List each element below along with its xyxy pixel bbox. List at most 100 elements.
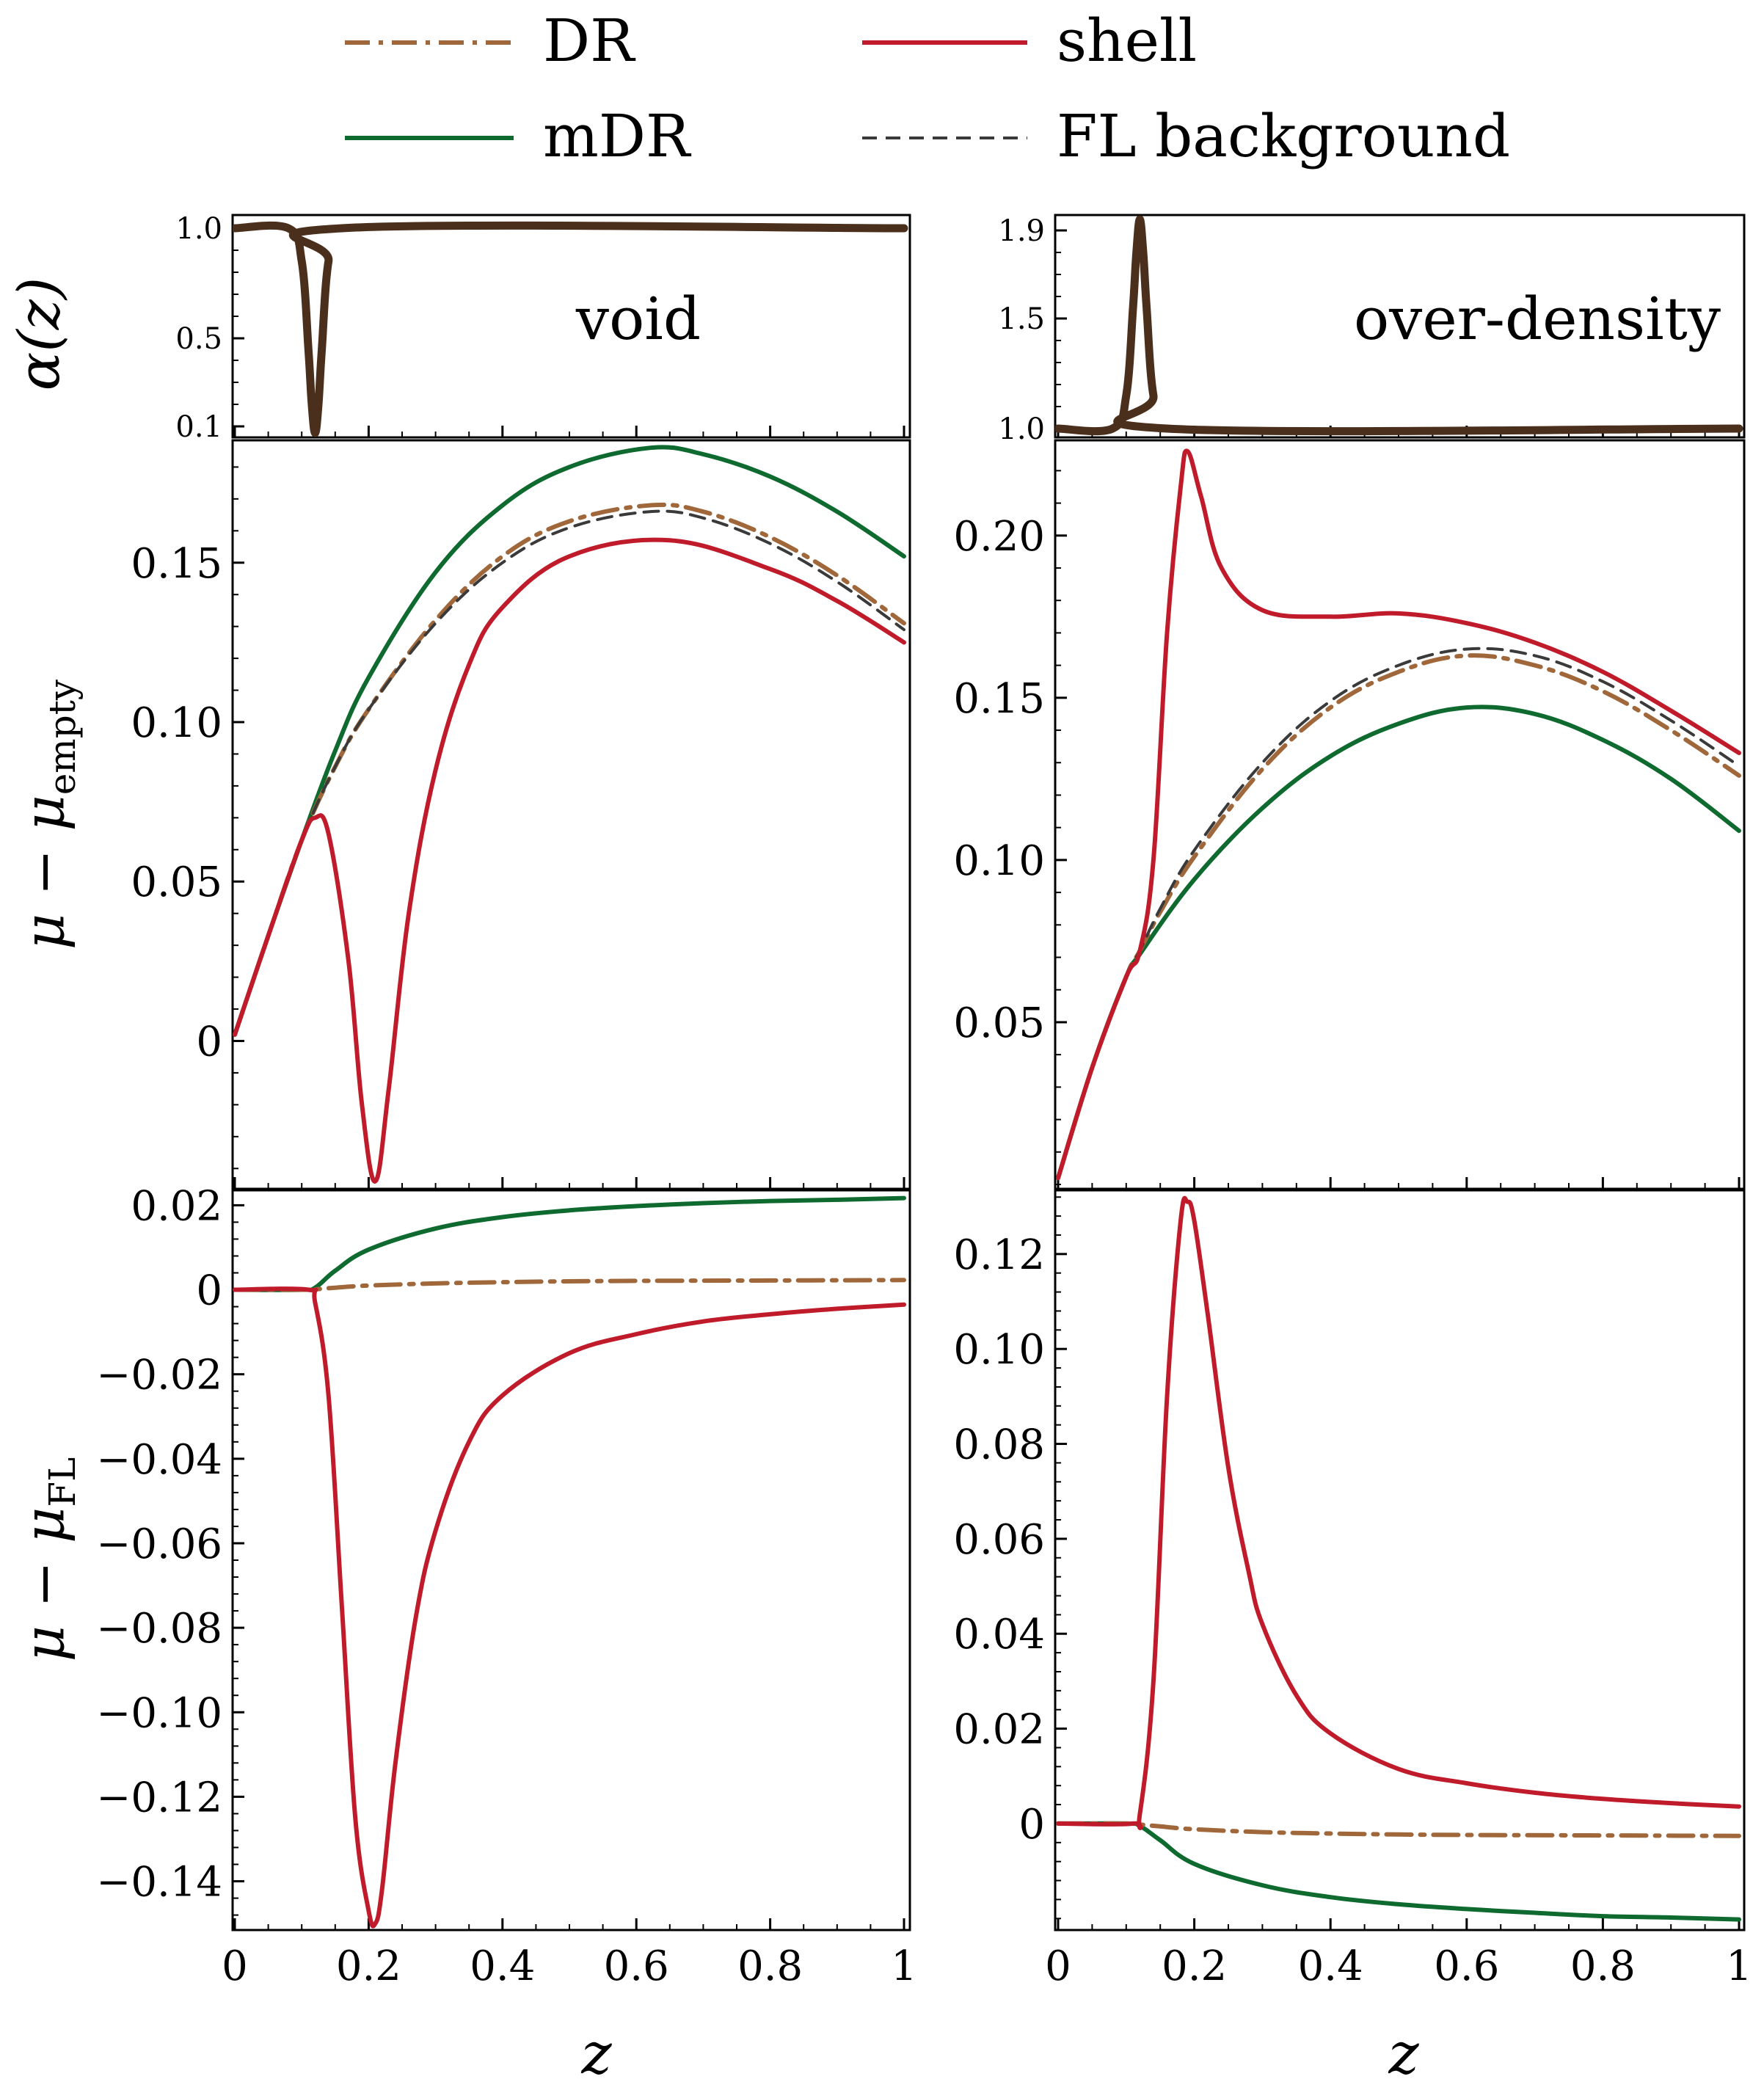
mu-empty-label-sub: empty — [41, 679, 84, 795]
svg-text:μ − μFL: μ − μFL — [11, 1457, 84, 1662]
x-tick-label: 1 — [1726, 1943, 1752, 1990]
y-tick-label: 0.20 — [953, 513, 1045, 561]
y-tick-label: 0.15 — [953, 675, 1045, 723]
series-mdr — [1056, 1821, 1741, 1922]
series-fl-background — [1057, 647, 1741, 1180]
y-tick-label: 1.0 — [998, 412, 1045, 446]
x-tick-label: 0.8 — [1570, 1943, 1636, 1990]
mu-fl-label-sub: FL — [41, 1457, 84, 1507]
y-tick-label: 1.9 — [998, 214, 1045, 248]
x-tick-label: 0.6 — [604, 1943, 669, 1990]
svg-text:μ − μempty: μ − μempty — [11, 679, 84, 950]
x-ticks — [233, 1177, 905, 1189]
x-tick-label: 0.2 — [1162, 1943, 1227, 1990]
panel-frame — [1054, 214, 1746, 439]
x-tick-label: 0 — [1045, 1943, 1071, 1990]
y-tick-label: −0.12 — [96, 1774, 222, 1821]
legend-entry-shell: shell — [862, 7, 1197, 75]
panel-frame — [1054, 1189, 1746, 1931]
x-tick-label: 0.6 — [1434, 1943, 1499, 1990]
y-ticks: 0.05 0.10 0.15 0.20 — [953, 470, 1067, 1185]
y-tick-label: 0.12 — [953, 1231, 1045, 1279]
y-tick-label: 0.10 — [131, 699, 222, 747]
mu-fl-row-label: μ − μFL — [11, 1457, 84, 1662]
series-dr — [1056, 1821, 1741, 1838]
y-ticks: 0.1 0.5 1.0 — [175, 212, 244, 444]
x-axis-label-right: z — [1388, 2021, 1419, 2079]
y-tick-label: 0.02 — [953, 1706, 1045, 1754]
legend-label-shell: shell — [1057, 7, 1197, 75]
series-dr — [233, 1278, 906, 1292]
y-tick-label: −0.10 — [96, 1689, 222, 1737]
legend-entry-fl: FL background — [862, 102, 1510, 170]
x-tick-label: 1 — [891, 1943, 917, 1990]
series-shell — [1056, 1195, 1741, 1830]
series-group — [233, 221, 908, 437]
series-fl-background — [233, 509, 905, 1036]
series-mdr — [233, 1195, 906, 1292]
panel-alpha_over: 1.0 1.5 1.9 — [998, 214, 1746, 446]
y-tick-label: 0.10 — [953, 1326, 1045, 1374]
y-ticks: 0 0.02 0.04 0.06 0.08 0.10 0.12 — [953, 1196, 1067, 1920]
series-group — [233, 1195, 906, 1929]
alpha-row-label: α(z) — [7, 277, 73, 391]
series-group — [1056, 448, 1741, 1181]
y-tick-label: 0 — [196, 1267, 222, 1315]
series--z- — [1055, 215, 1743, 436]
panel-frame — [231, 439, 911, 1190]
x-tick-label: 0.4 — [470, 1943, 535, 1990]
y-ticks: −0.14 −0.12 −0.10 −0.08 −0.06 −0.04 −0.02 0 0.02 — [96, 1182, 244, 1916]
mu-empty-row-label: μ − μempty — [11, 679, 84, 950]
y-tick-label: 0.10 — [953, 837, 1045, 885]
y-ticks: 1.0 1.5 1.9 — [998, 214, 1067, 446]
panel-mu_empty_void: 0 0.05 0.10 0.15 — [131, 439, 911, 1190]
panel-frame — [231, 214, 911, 439]
series-shell — [1056, 448, 1741, 1181]
x-tick-label: 0.4 — [1298, 1943, 1363, 1990]
y-tick-label: 0.15 — [131, 540, 222, 588]
panel-mu_empty_over: 0.05 0.10 0.15 0.20 — [953, 439, 1746, 1190]
x-tick-label: 0.2 — [336, 1943, 401, 1990]
legend-entry-mdr: mDR — [345, 102, 692, 170]
x-ticks: 0 0.2 0.4 0.6 0.8 1 — [222, 1918, 917, 1990]
y-tick-label: 0.08 — [953, 1421, 1045, 1469]
y-tick-label: −0.04 — [96, 1436, 222, 1484]
legend-label-dr: DR — [543, 7, 636, 75]
panel-frame — [1054, 439, 1746, 1190]
y-tick-label: 0 — [196, 1018, 222, 1066]
y-tick-label: −0.02 — [96, 1352, 222, 1399]
y-tick-label: 0.1 — [175, 410, 222, 444]
y-tick-label: 1.0 — [175, 212, 222, 246]
y-tick-label: 1.5 — [998, 302, 1045, 336]
y-tick-label: −0.14 — [96, 1859, 222, 1907]
x-ticks — [1057, 1177, 1741, 1189]
legend: DR shell mDR FL background — [345, 7, 1510, 170]
x-tick-label: 0.8 — [737, 1943, 803, 1990]
series-mdr — [233, 445, 906, 1037]
overdensity-annotation: over-density — [1354, 285, 1721, 353]
void-annotation: void — [575, 285, 701, 353]
panel-mu_fl_void: −0.14 −0.12 −0.10 −0.08 −0.06 −0.04 −0.02 0 0.02… — [96, 1182, 916, 1990]
legend-label-fl: FL background — [1057, 102, 1510, 170]
y-tick-label: 0.06 — [953, 1516, 1045, 1564]
y-tick-label: 0.04 — [953, 1611, 1045, 1659]
y-tick-label: 0 — [1018, 1801, 1045, 1849]
mu-fl-label-main: μ − μ — [11, 1507, 76, 1662]
y-tick-label: −0.08 — [96, 1605, 222, 1653]
y-tick-label: 0.5 — [175, 322, 222, 356]
y-ticks: 0 0.05 0.10 0.15 — [131, 466, 244, 1170]
panel-alpha_void: 0.1 0.5 1.0 — [175, 212, 911, 444]
legend-label-mdr: mDR — [543, 102, 692, 170]
y-tick-label: 0.02 — [131, 1182, 222, 1230]
panels: 0.10.51.01.01.51.900.050.100.150.050.100… — [96, 212, 1752, 1990]
y-tick-label: 0.05 — [953, 1000, 1045, 1047]
legend-entry-dr: DR — [345, 7, 636, 75]
panel-mu_fl_over: 0 0.02 0.04 0.06 0.08 0.10 0.12 0 0.2 0.4 0.6 0.8 1 — [953, 1189, 1752, 1990]
series-group — [1055, 215, 1743, 436]
mu-empty-label-main: μ − μ — [11, 795, 76, 950]
y-tick-label: 0.05 — [131, 859, 222, 906]
x-tick-label: 0 — [222, 1943, 248, 1990]
series-group — [233, 445, 906, 1184]
series-shell — [233, 1286, 906, 1929]
